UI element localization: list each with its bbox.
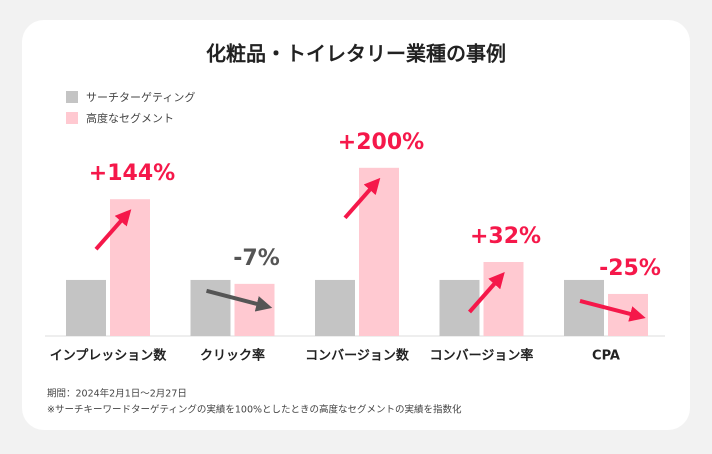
bar [190, 279, 231, 336]
bar [110, 199, 150, 336]
change-label: -7% [233, 246, 279, 271]
legend-swatch [66, 112, 78, 124]
arrow [205, 288, 273, 312]
change-label: +144% [89, 161, 175, 186]
change-label: +200% [338, 130, 424, 155]
legend-label: サーチターゲティング [86, 90, 195, 104]
arrow [468, 272, 505, 314]
bar [483, 262, 524, 336]
chart-title: 化粧品・トイレタリー業種の事例 [206, 42, 506, 66]
legend-swatch [66, 91, 78, 103]
bar [564, 279, 604, 336]
note: 期間：2024年2月1日〜2月27日 [47, 388, 187, 400]
bar [234, 283, 275, 336]
arrow [579, 299, 646, 322]
x-tick-label: クリック率 [200, 348, 265, 364]
x-tick-label: コンバージョン数 [305, 348, 410, 364]
note: ※サーチキーワードターゲティングの実績を100%としたときの高度なセグメントの実… [47, 404, 462, 416]
x-tick-label: インプレッション数 [50, 348, 168, 364]
arrow [94, 209, 132, 251]
bar [66, 279, 106, 336]
arrow [343, 177, 381, 220]
change-label: +32% [470, 224, 541, 249]
x-tick-label: CPA [592, 349, 620, 364]
change-label: -25% [599, 256, 661, 281]
x-tick-label: コンバージョン率 [430, 348, 534, 364]
bar [315, 279, 355, 336]
legend-label: 高度なセグメント [86, 111, 174, 125]
